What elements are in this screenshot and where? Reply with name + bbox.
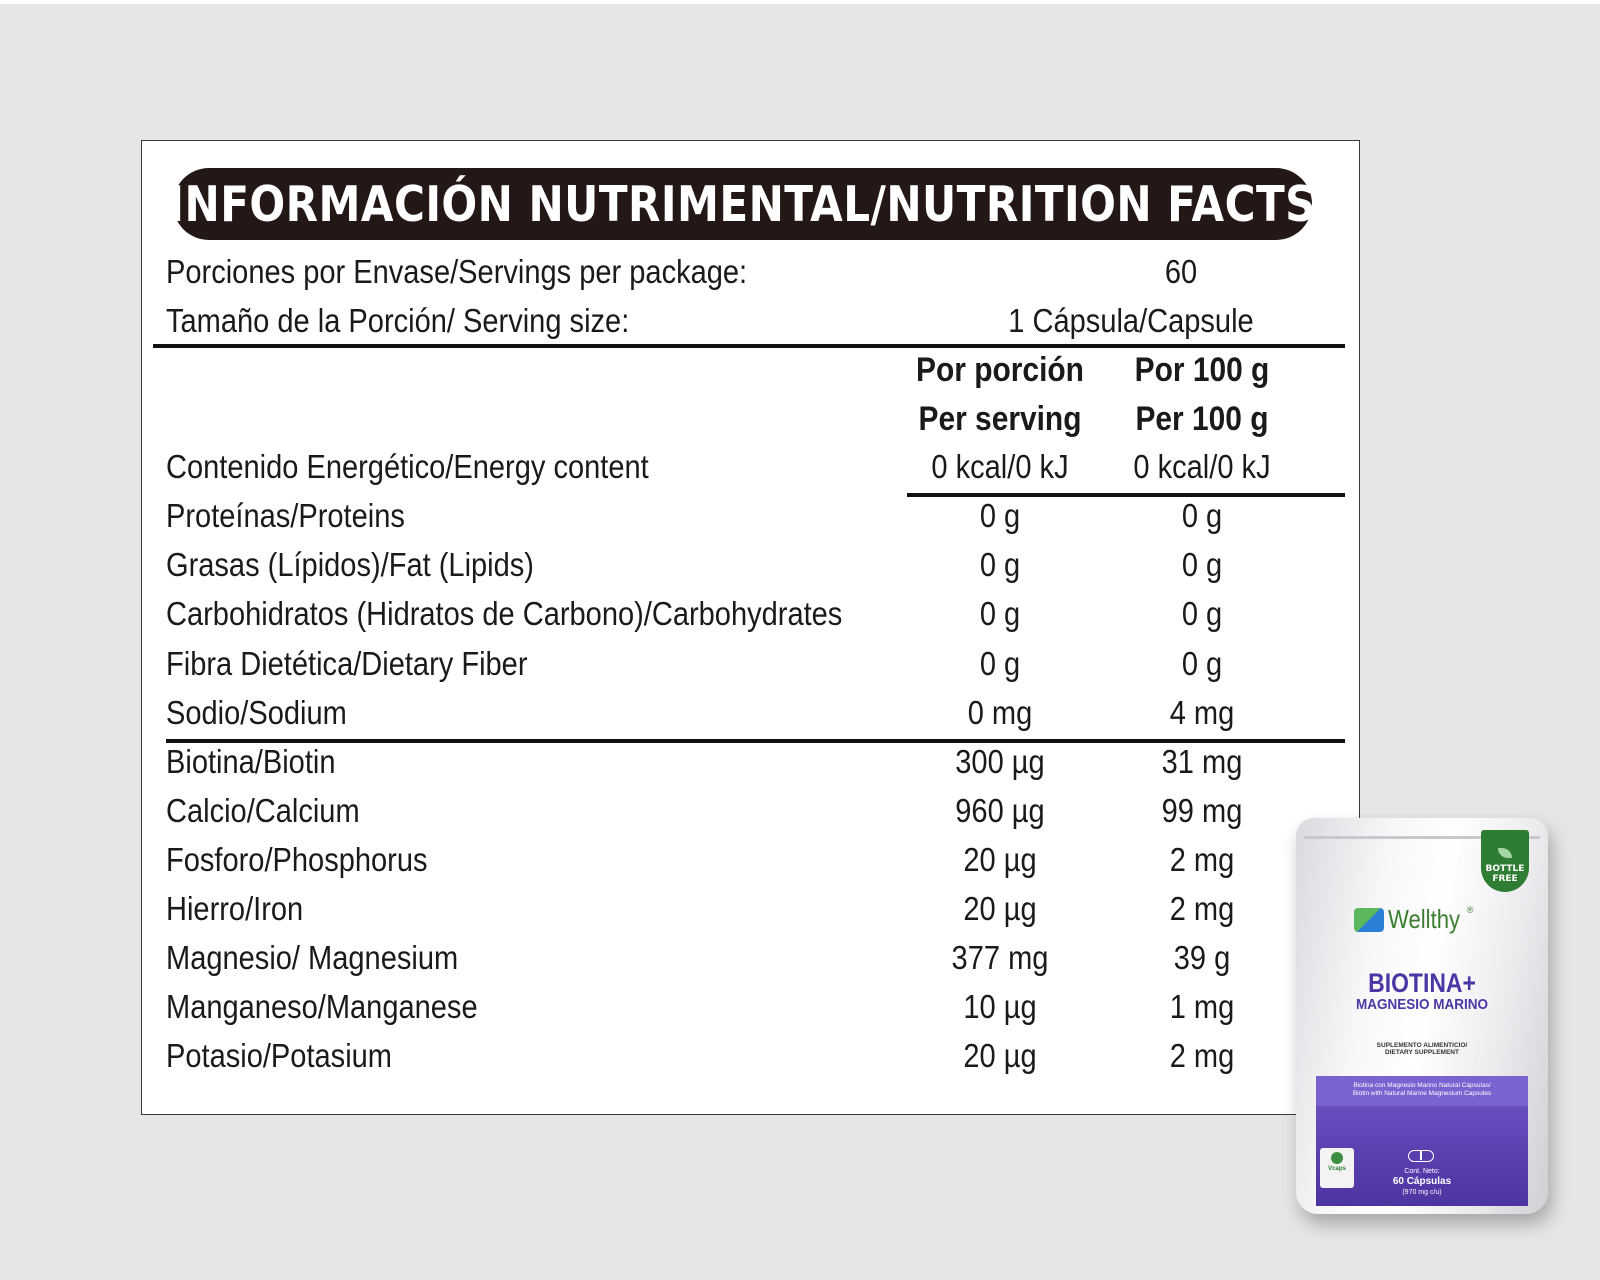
package-description-band <box>1316 1076 1528 1106</box>
micronutrient-per-100: 2 mg <box>1169 841 1235 878</box>
col-header-per-100-en: Per 100 g <box>1135 400 1269 438</box>
leaf-icon <box>1498 848 1512 858</box>
nutrient-per-100: 0 g <box>1181 595 1223 632</box>
rule-micronutrients <box>166 739 1345 743</box>
rule-energy <box>907 493 1345 497</box>
net-content-quantity: 60 Cápsulas <box>1392 1176 1452 1187</box>
micronutrient-label: Fosforo/Phosphorus <box>166 841 428 878</box>
micronutrient-label: Potasio/Potasium <box>166 1037 392 1074</box>
net-content-label: Cont. Neto: <box>1404 1168 1440 1175</box>
micronutrient-per-serving: 20 µg <box>963 890 1037 927</box>
col-header-per-100-es: Por 100 g <box>1134 351 1270 389</box>
micronutrient-label: Calcio/Calcium <box>166 792 360 829</box>
micronutrient-label: Hierro/Iron <box>166 890 304 927</box>
supplement-type-es: SUPLEMENTO ALIMENTICIO/ <box>1376 1042 1468 1049</box>
nutrient-per-100: 0 g <box>1181 546 1223 583</box>
nutrient-per-100: 4 mg <box>1169 694 1235 731</box>
title-bar: INFORMACIÓN NUTRIMENTAL/NUTRITION FACTS <box>169 168 1316 240</box>
micronutrient-per-100: 2 mg <box>1169 890 1235 927</box>
nutrient-per-serving: 0 g <box>979 645 1021 682</box>
nutrient-per-100: 0 g <box>1181 645 1223 682</box>
nutrient-per-serving: 0 g <box>979 497 1021 534</box>
rule-top <box>153 344 1345 348</box>
micronutrient-per-100: 99 mg <box>1161 792 1243 829</box>
wellthy-logo-icon <box>1354 907 1384 932</box>
micronutrient-per-100: 1 mg <box>1169 988 1235 1025</box>
product-description-en: Biotin with Natural Marine Magnesium Cap… <box>1352 1090 1492 1097</box>
nutrient-label: Carbohidratos (Hidratos de Carbono)/Carb… <box>166 595 843 632</box>
supplement-type-en: DIETARY SUPPLEMENT <box>1385 1049 1459 1056</box>
micronutrient-per-serving: 10 µg <box>963 988 1037 1025</box>
micronutrient-per-serving: 960 µg <box>955 792 1045 829</box>
nutrient-per-serving: 0 g <box>979 595 1021 632</box>
net-content-weight: (970 mg c/u) <box>1402 1189 1442 1196</box>
col-header-per-serving-es: Por porción <box>916 351 1084 389</box>
servings-value: 60 <box>1164 253 1198 290</box>
top-strip <box>0 0 1600 4</box>
serving-size-label: Tamaño de la Porción/ Serving size: <box>166 302 630 339</box>
micronutrient-per-serving: 377 mg <box>951 939 1049 976</box>
nutrition-facts-panel: INFORMACIÓN NUTRIMENTAL/NUTRITION FACTS … <box>141 140 1360 1115</box>
nutrient-per-serving: 0 mg <box>967 694 1033 731</box>
nutrient-per-serving: 0 g <box>979 546 1021 583</box>
product-name-line1: BIOTINA+ <box>1368 968 1476 998</box>
panel-title: INFORMACIÓN NUTRIMENTAL/NUTRITION FACTS <box>168 175 1317 233</box>
energy-label: Contenido Energético/Energy content <box>166 448 649 485</box>
vcaps-text: Vcaps <box>1328 1166 1346 1172</box>
nutrient-label: Proteínas/Proteins <box>166 497 405 534</box>
brand-logo-row: Wellthy ® <box>1354 904 1479 935</box>
brand-name: Wellthy <box>1388 904 1461 934</box>
vcaps-logo: Vcaps <box>1320 1148 1354 1188</box>
capsule-icon <box>1408 1150 1434 1162</box>
product-name-line2: MAGNESIO MARINO <box>1355 996 1488 1013</box>
nutrient-label: Sodio/Sodium <box>166 694 347 731</box>
micronutrient-per-100: 31 mg <box>1161 743 1243 780</box>
micronutrient-per-serving: 20 µg <box>963 841 1037 878</box>
product-package-image: BOTTLE FREE Wellthy ® BIOTINA+ MAGNESIO … <box>1296 818 1548 1214</box>
serving-size-value: 1 Cápsula/Capsule <box>1008 302 1254 339</box>
col-header-per-serving-en: Per serving <box>918 400 1082 438</box>
micronutrient-per-serving: 300 µg <box>955 743 1045 780</box>
package-zipper <box>1304 836 1540 839</box>
micronutrient-label: Magnesio/ Magnesium <box>166 939 459 976</box>
bottle-free-badge: BOTTLE FREE <box>1481 830 1529 892</box>
nutrient-label: Grasas (Lípidos)/Fat (Lipids) <box>166 546 534 583</box>
bottle-free-text: BOTTLE FREE <box>1485 864 1525 884</box>
servings-label: Porciones por Envase/Servings per packag… <box>166 253 748 290</box>
nutrient-per-100: 0 g <box>1181 497 1223 534</box>
product-description-es: Biotina con Magnesio Marino Natural Cáps… <box>1353 1082 1491 1089</box>
micronutrient-per-100: 2 mg <box>1169 1037 1235 1074</box>
micronutrient-per-serving: 20 µg <box>963 1037 1037 1074</box>
registered-mark: ® <box>1466 904 1474 915</box>
micronutrient-label: Biotina/Biotin <box>166 743 336 780</box>
micronutrient-label: Manganeso/Manganese <box>166 988 478 1025</box>
nutrient-label: Fibra Dietética/Dietary Fiber <box>166 645 528 682</box>
energy-per-100: 0 kcal/0 kJ <box>1133 448 1271 485</box>
energy-per-serving: 0 kcal/0 kJ <box>931 448 1069 485</box>
micronutrient-per-100: 39 g <box>1173 939 1231 976</box>
